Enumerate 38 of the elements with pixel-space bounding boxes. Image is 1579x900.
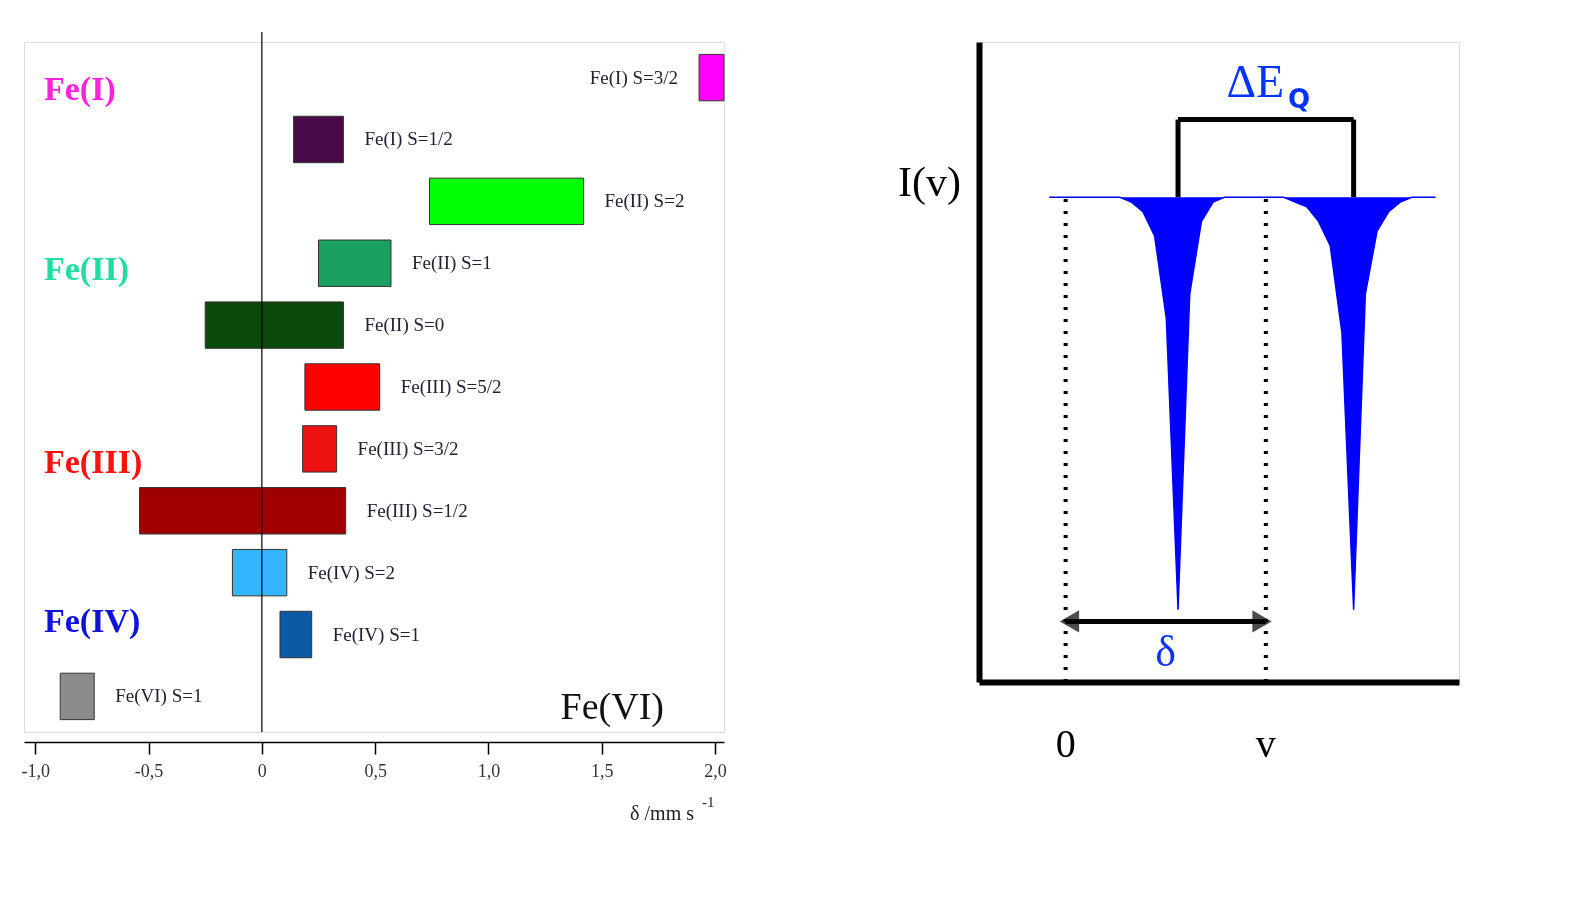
bar — [59, 672, 95, 721]
y-tick-label: Fe(I) S=1/2 — [364, 128, 453, 151]
y-tick-label: Fe(II) S=0 — [364, 314, 445, 337]
bar — [318, 239, 392, 287]
x-tick-label: 1,0 — [477, 760, 501, 781]
bar — [279, 610, 313, 659]
x-tick-label: -1,0 — [21, 760, 51, 781]
annotation: δ — [1155, 626, 1177, 676]
bar — [698, 53, 725, 102]
x-axis-title: δ /mm s-1 — [630, 794, 715, 824]
bar — [302, 425, 338, 473]
x-tick-label: -0,5 — [134, 760, 164, 781]
y-axis-title: I(v) — [898, 158, 961, 206]
text: v — [1255, 721, 1276, 767]
y-tick-label: Fe(VI) S=1 — [115, 685, 203, 708]
y-tick-label: Fe(II) S=1 — [411, 252, 492, 275]
bar — [304, 363, 381, 411]
bar — [293, 115, 344, 164]
bar — [204, 301, 344, 349]
bar — [231, 548, 288, 597]
y-tick-label: Fe(III) S=1/2 — [366, 499, 468, 522]
y-tick-label: Fe(III) S=5/2 — [400, 376, 502, 398]
annotation: Fe(IV) — [44, 601, 141, 640]
y-tick-label: Fe(II) S=2 — [604, 190, 685, 213]
x-tick-label: 1,5 — [590, 760, 614, 781]
annotation: Fe(II) — [44, 249, 129, 288]
x-tick-label: 0,5 — [364, 760, 387, 781]
y-tick-label: Fe(IV) S=1 — [332, 623, 420, 646]
x-tick-label: 0 — [257, 760, 267, 781]
annotation: Fe(III) — [44, 442, 143, 481]
y-tick-label: Fe(III) S=3/2 — [357, 437, 459, 460]
bar — [139, 487, 347, 535]
annotation: Fe(VI) — [560, 684, 664, 728]
y-tick-label: Fe(IV) S=2 — [307, 561, 396, 584]
bar — [429, 177, 585, 226]
y-tick-label: Fe(I) S=3/2 — [589, 66, 679, 89]
annotation: Fe(I) — [44, 70, 116, 109]
x-tick-label: 2,0 — [704, 760, 727, 781]
